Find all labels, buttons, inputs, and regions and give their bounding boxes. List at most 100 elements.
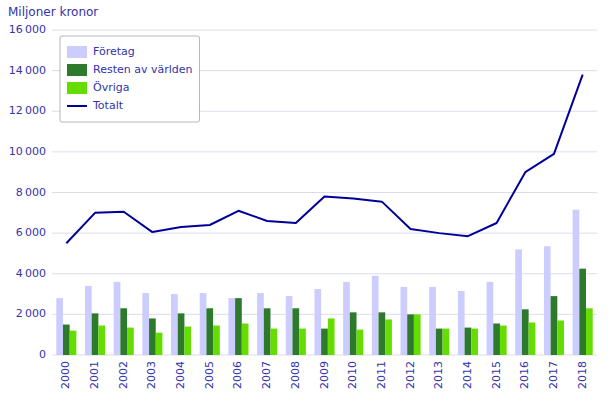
- legend-swatch: [67, 64, 87, 76]
- legend-frame: [60, 36, 200, 122]
- bar: [299, 329, 306, 355]
- bar: [286, 296, 293, 355]
- x-tick-label: 2002: [117, 361, 130, 389]
- x-tick-label: 2010: [346, 361, 359, 389]
- bar: [321, 329, 328, 355]
- bar: [56, 298, 63, 355]
- legend-label: Övriga: [93, 81, 129, 94]
- legend-label: Resten av världen: [93, 63, 193, 76]
- bar: [379, 312, 386, 355]
- x-tick-label: 2018: [576, 361, 589, 389]
- bar: [142, 293, 149, 355]
- bar: [171, 294, 178, 355]
- grid-line: [52, 30, 597, 31]
- bar: [385, 319, 392, 355]
- legend: Företag Resten av världen Övriga Totalt: [60, 36, 200, 122]
- bar: [98, 326, 105, 355]
- x-tick-label: 2017: [547, 361, 560, 389]
- bar: [85, 286, 92, 355]
- bar: [114, 282, 121, 355]
- bar: [92, 313, 99, 355]
- x-tick-label: 2016: [518, 361, 531, 389]
- bar: [178, 313, 185, 355]
- y-tick-label: 10 000: [9, 145, 46, 158]
- y-tick-label: 12 000: [9, 104, 46, 117]
- bar: [264, 308, 271, 355]
- legend-label: Totalt: [92, 99, 124, 112]
- bar: [184, 327, 191, 355]
- y-tick-label: 4 000: [16, 267, 46, 280]
- bar: [471, 329, 478, 355]
- y-tick-label: 2 000: [16, 307, 46, 320]
- x-tick-label: 2009: [318, 361, 331, 389]
- y-axis-label: Miljoner kronor: [8, 5, 98, 19]
- bar: [257, 293, 264, 355]
- bar: [443, 329, 450, 355]
- bar: [500, 326, 507, 355]
- bar: [401, 287, 408, 355]
- bar: [522, 309, 529, 355]
- bar: [586, 308, 593, 355]
- bar: [357, 330, 364, 355]
- x-tick-label: 2004: [174, 361, 187, 389]
- bar: [63, 325, 70, 355]
- bar: [149, 318, 156, 355]
- x-tick-label: 2007: [260, 361, 273, 389]
- bar: [579, 269, 586, 355]
- y-tick-label: 0: [39, 348, 46, 361]
- bar: [487, 282, 494, 355]
- bar: [213, 326, 220, 355]
- y-tick-label: 16 000: [9, 23, 46, 36]
- bar: [156, 333, 163, 355]
- y-tick-label: 14 000: [9, 64, 46, 77]
- bar: [292, 308, 299, 355]
- bar: [465, 328, 472, 355]
- x-tick-label: 2003: [145, 361, 158, 389]
- bar: [228, 298, 235, 355]
- x-tick-label: 2005: [203, 361, 216, 389]
- x-tick-label: 2011: [375, 361, 388, 389]
- bar: [120, 308, 127, 355]
- legend-swatch: [67, 105, 87, 107]
- bar: [127, 328, 134, 355]
- legend-label: Företag: [93, 45, 135, 58]
- bar: [328, 318, 335, 355]
- y-tick-labels: 0 2 000 4 000 6 000 8 000 10 000 12 000 14 000 1…: [9, 23, 46, 361]
- chart-svg: Miljoner kronor 0 2 000 4 000 6 000 8 000 10 0…: [0, 0, 611, 399]
- bar: [200, 293, 207, 355]
- legend-swatch: [67, 46, 87, 58]
- bar: [343, 282, 350, 355]
- bar: [429, 287, 436, 355]
- bar: [206, 308, 213, 355]
- x-tick-label: 2015: [490, 361, 503, 389]
- y-grid: [52, 30, 597, 355]
- bar: [350, 312, 357, 355]
- bar: [544, 246, 551, 355]
- bar: [551, 296, 558, 355]
- bar: [372, 276, 379, 355]
- bar: [235, 298, 242, 355]
- bar-series: [70, 308, 593, 355]
- bar: [414, 314, 421, 355]
- grid-line: [52, 151, 597, 152]
- y-tick-label: 6 000: [16, 226, 46, 239]
- grid-line: [52, 192, 597, 193]
- x-tick-label: 2012: [404, 361, 417, 389]
- x-tick-label: 2014: [461, 361, 474, 389]
- bar: [270, 329, 277, 355]
- bar: [407, 314, 414, 355]
- bar: [436, 329, 443, 355]
- x-tick-label: 2001: [88, 361, 101, 389]
- bar: [314, 289, 321, 355]
- x-tick-label: 2008: [289, 361, 302, 389]
- bar: [458, 291, 465, 355]
- bar: [529, 323, 536, 356]
- chart-container: Miljoner kronor 0 2 000 4 000 6 000 8 000 10 0…: [0, 0, 611, 399]
- bar: [242, 324, 249, 355]
- grid-line: [52, 233, 597, 234]
- y-tick-label: 8 000: [16, 186, 46, 199]
- legend-swatch: [67, 82, 87, 94]
- bar: [573, 210, 580, 355]
- bar-series: [56, 210, 579, 355]
- x-tick-labels: 2000200120022003200420052006200720082009…: [59, 361, 588, 389]
